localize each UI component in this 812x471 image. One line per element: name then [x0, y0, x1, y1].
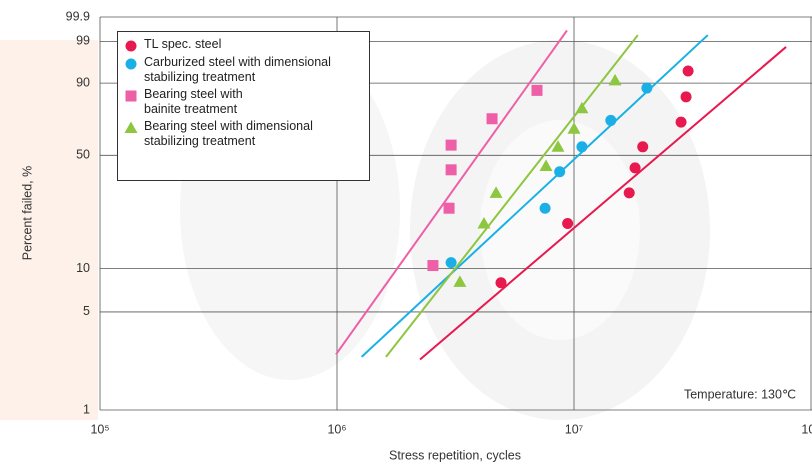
- marker-circle: [605, 114, 617, 126]
- marker-circle: [445, 257, 457, 269]
- fit-line: [385, 34, 639, 358]
- marker-square: [531, 84, 543, 96]
- legend-marker: [124, 121, 138, 133]
- marker-square: [125, 90, 137, 102]
- x-tick-label: 10⁷: [565, 422, 584, 436]
- y-tick-label: 99: [76, 34, 90, 48]
- marker-triangle: [539, 159, 553, 172]
- marker-circle: [682, 65, 694, 77]
- legend-marker: [125, 90, 137, 102]
- legend-item: TL spec. steel: [124, 37, 363, 53]
- legend-item: Bearing steel with bainite treatment: [124, 87, 363, 117]
- marker-triangle: [124, 121, 138, 133]
- marker-square: [486, 113, 498, 125]
- marker-triangle: [453, 275, 467, 287]
- marker-circle: [562, 217, 574, 229]
- marker-triangle: [575, 101, 589, 114]
- marker-triangle: [567, 122, 581, 134]
- legend-label: TL spec. steel: [144, 37, 222, 51]
- marker-square: [427, 260, 439, 272]
- marker-circle: [680, 91, 692, 103]
- y-tick-label: 90: [76, 75, 90, 89]
- legend-item: Carburized steel with dimensional stabil…: [124, 55, 363, 85]
- fit-line: [335, 29, 568, 356]
- y-tick-label: 10: [76, 261, 90, 275]
- marker-triangle: [551, 140, 565, 152]
- x-tick-label: 10⁸: [801, 422, 812, 436]
- legend-label: Bearing steel with dimensional stabilizi…: [144, 119, 313, 148]
- marker-circle: [623, 187, 635, 199]
- legend-item: Bearing steel with dimensional stabilizi…: [124, 119, 363, 149]
- marker-triangle: [489, 186, 503, 198]
- marker-triangle: [608, 73, 622, 86]
- y-tick-label: 5: [83, 304, 90, 318]
- marker-triangle: [477, 216, 491, 229]
- fit-line: [419, 46, 787, 361]
- legend-label: Bearing steel with bainite treatment: [144, 87, 243, 116]
- background-strip: [0, 40, 98, 420]
- marker-circle: [637, 141, 649, 153]
- marker-circle: [125, 58, 137, 70]
- marker-circle: [675, 116, 687, 128]
- y-axis-label: Percent failed, %: [20, 166, 34, 261]
- marker-square: [445, 164, 457, 176]
- y-tick-label: 99.9: [66, 9, 90, 23]
- marker-square: [445, 139, 457, 151]
- marker-circle: [554, 166, 566, 178]
- legend: TL spec. steel Carburized steel with dime…: [117, 31, 370, 181]
- x-tick-label: 10⁵: [90, 422, 109, 436]
- annotation: Temperature: 130℃: [684, 387, 796, 401]
- marker-circle: [539, 202, 551, 214]
- legend-marker: [125, 40, 137, 52]
- marker-circle: [641, 82, 653, 94]
- legend-label: Carburized steel with dimensional stabil…: [144, 55, 331, 84]
- x-axis-label: Stress repetition, cycles: [389, 448, 521, 462]
- marker-square: [443, 202, 455, 214]
- x-tick-label: 10⁶: [327, 422, 346, 436]
- y-tick-label: 50: [76, 148, 90, 162]
- marker-circle: [125, 40, 137, 52]
- marker-circle: [495, 277, 507, 289]
- marker-circle: [576, 141, 588, 153]
- legend-marker: [125, 58, 137, 70]
- marker-circle: [629, 162, 641, 174]
- y-tick-label: 1: [83, 402, 90, 416]
